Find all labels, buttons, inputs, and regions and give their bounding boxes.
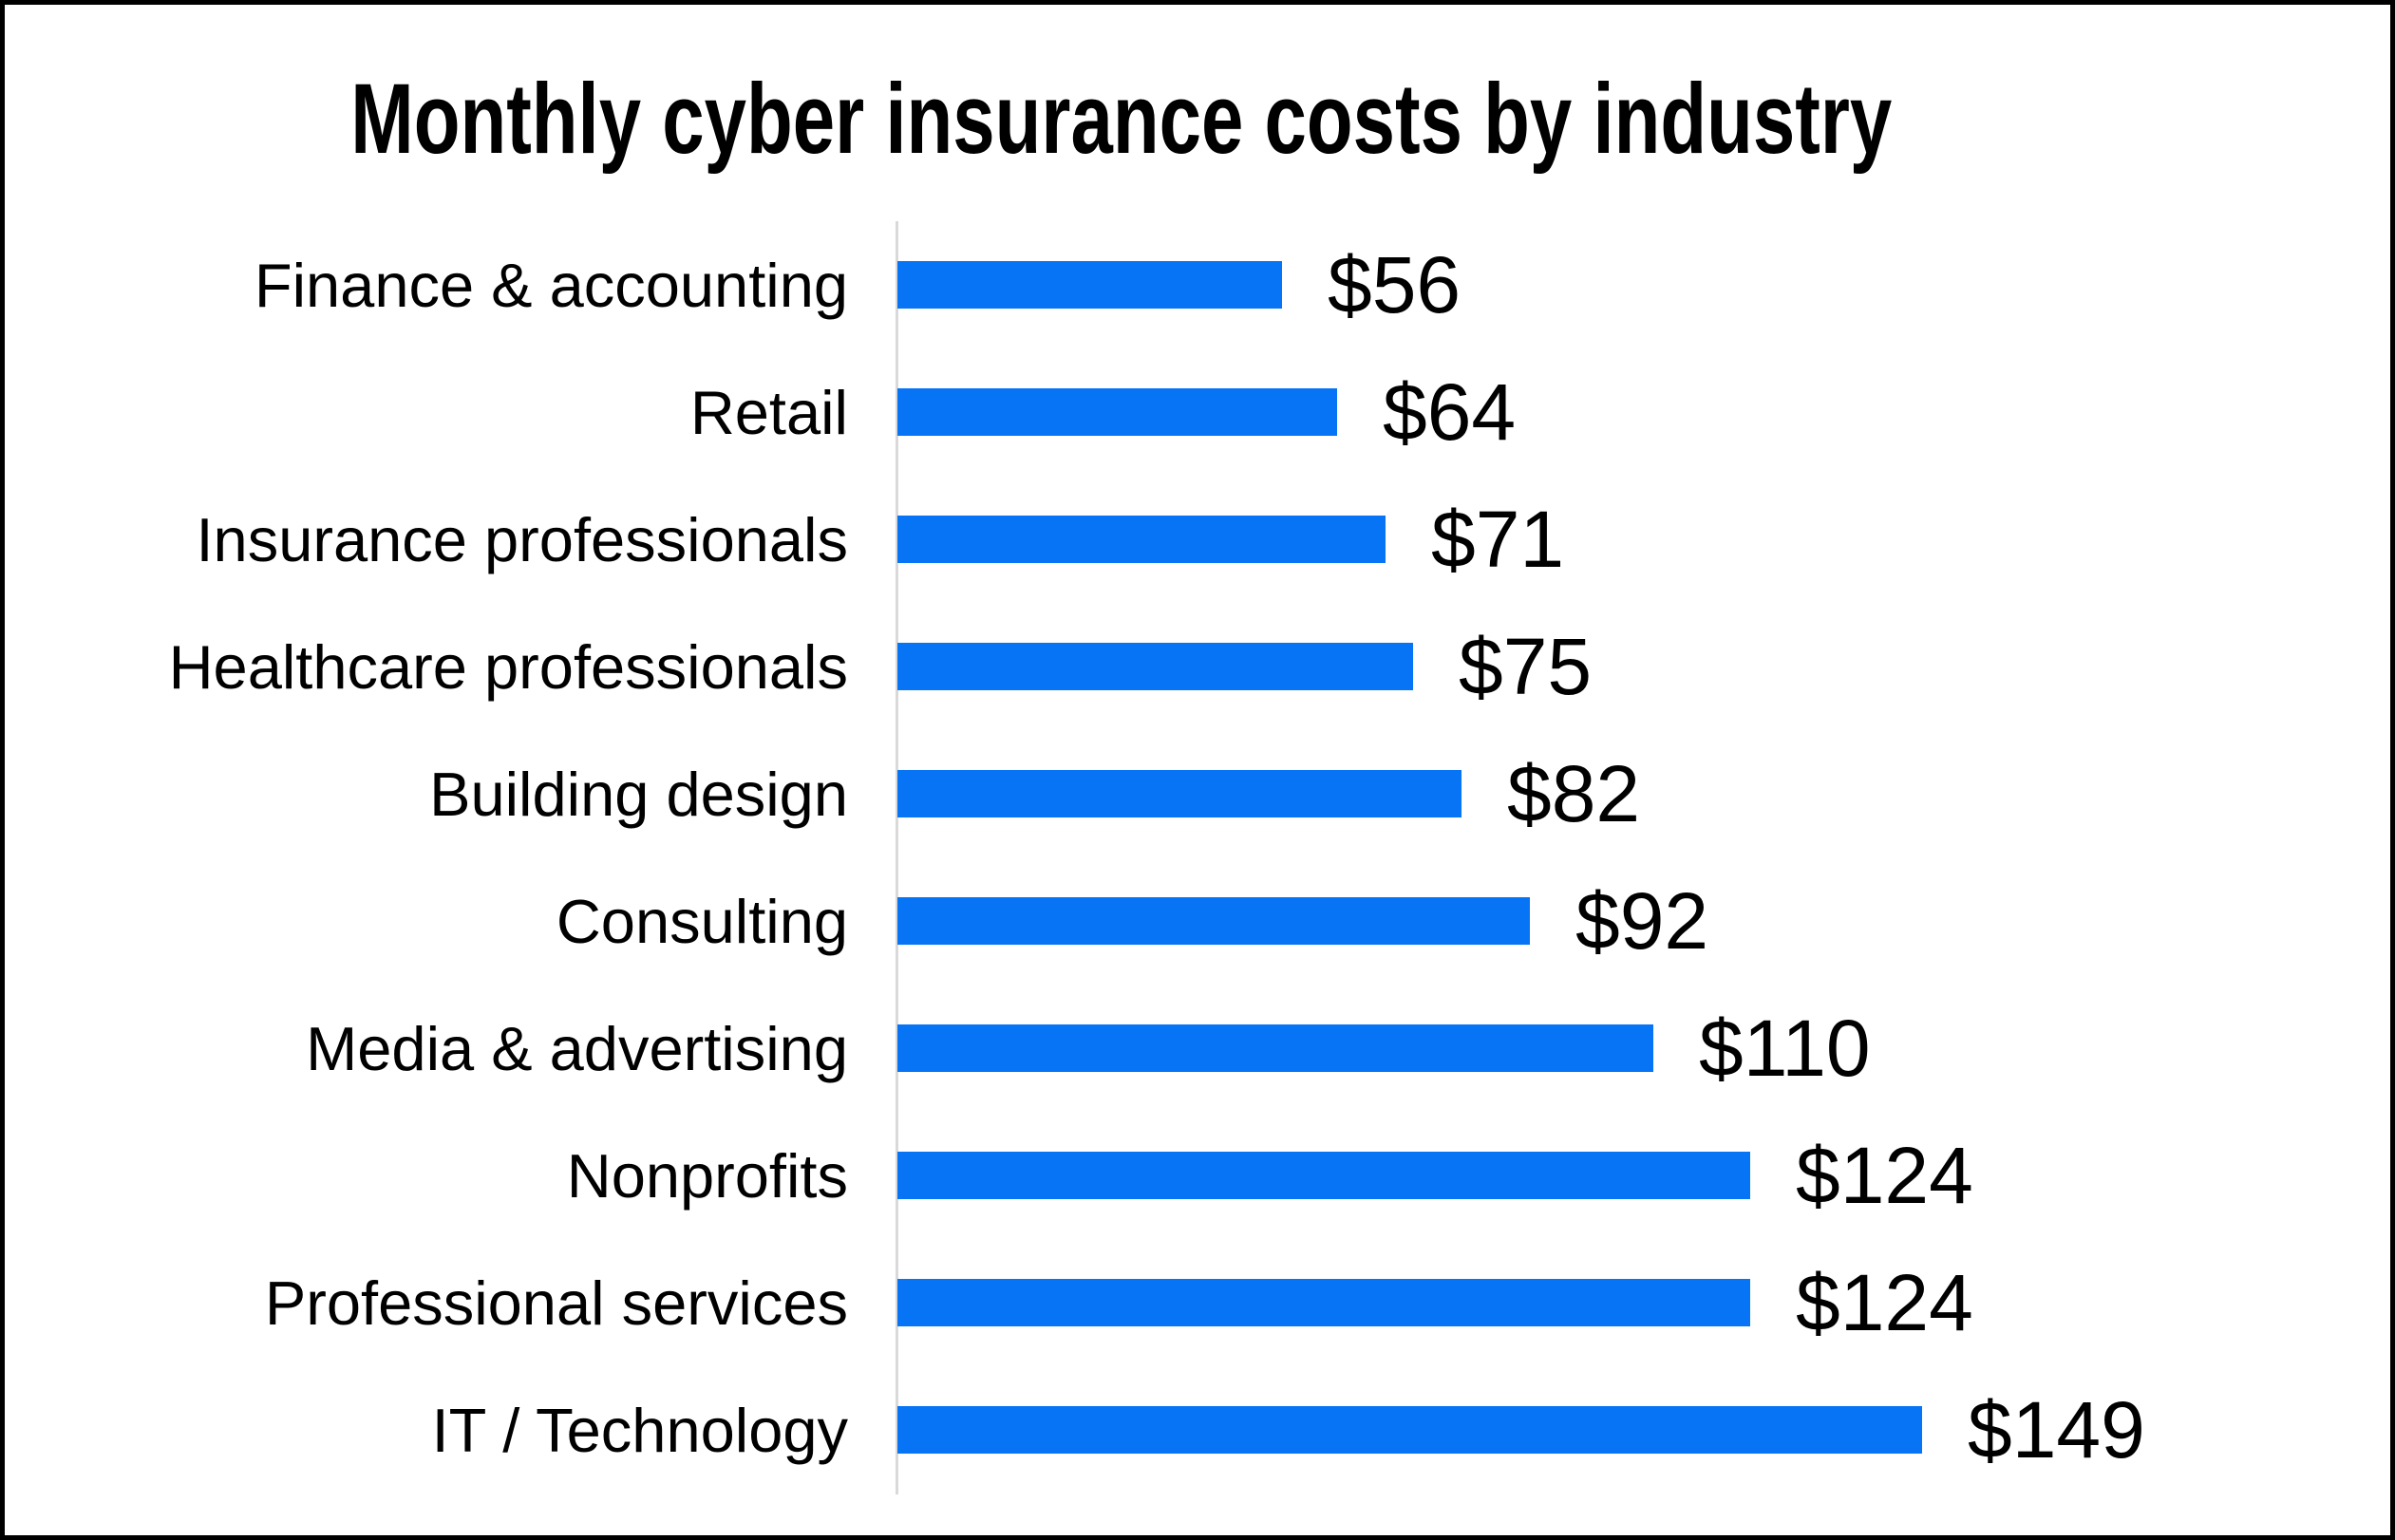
bar-row: Building design $82 bbox=[5, 730, 2390, 857]
category-label: Media & advertising bbox=[306, 1013, 848, 1083]
value-label: $75 bbox=[1459, 621, 1593, 711]
bar bbox=[897, 388, 1337, 436]
value-label: $56 bbox=[1328, 239, 1462, 329]
bar-row: Healthcare professionals $75 bbox=[5, 603, 2390, 730]
bar-area: $71 bbox=[897, 476, 2390, 603]
bar-area: $124 bbox=[897, 1112, 2390, 1239]
category-label: Building design bbox=[429, 759, 848, 829]
chart-title: Monthly cyber insurance costs by industr… bbox=[5, 69, 2390, 169]
bar bbox=[897, 1024, 1653, 1072]
bar-area: $75 bbox=[897, 603, 2390, 730]
category-label: Healthcare professionals bbox=[168, 631, 848, 702]
bar-row: Consulting $92 bbox=[5, 857, 2390, 985]
bar bbox=[897, 643, 1413, 690]
bar bbox=[897, 516, 1386, 563]
bar-area: $82 bbox=[897, 730, 2390, 857]
value-label: $82 bbox=[1507, 748, 1641, 838]
bar-row: Professional services $124 bbox=[5, 1239, 2390, 1366]
bar-row: Media & advertising $110 bbox=[5, 985, 2390, 1112]
bar-rows: Finance & accounting $56 Retail $64 Insu… bbox=[5, 221, 2390, 1493]
category-label: Retail bbox=[689, 377, 848, 447]
bar bbox=[897, 1406, 1922, 1454]
bar-area: $92 bbox=[897, 857, 2390, 985]
bar-area: $124 bbox=[897, 1239, 2390, 1366]
category-label: Insurance professionals bbox=[196, 504, 849, 574]
bar bbox=[897, 897, 1530, 945]
bar bbox=[897, 261, 1282, 309]
category-label: IT / Technology bbox=[431, 1395, 848, 1465]
category-label: Consulting bbox=[556, 886, 848, 956]
bar bbox=[897, 1152, 1750, 1199]
bar-row: Finance & accounting $56 bbox=[5, 221, 2390, 348]
bar-area: $56 bbox=[897, 221, 2390, 348]
value-label: $149 bbox=[1968, 1384, 2145, 1474]
value-label: $124 bbox=[1796, 1257, 1973, 1347]
bar bbox=[897, 770, 1462, 817]
category-label: Professional services bbox=[264, 1268, 848, 1338]
value-label: $92 bbox=[1575, 875, 1709, 966]
bar-row: Insurance professionals $71 bbox=[5, 476, 2390, 603]
bar-row: IT / Technology $149 bbox=[5, 1366, 2390, 1493]
y-axis-line bbox=[896, 221, 898, 1494]
value-label: $124 bbox=[1796, 1130, 1973, 1220]
bar-row: Nonprofits $124 bbox=[5, 1112, 2390, 1239]
bar-area: $64 bbox=[897, 348, 2390, 476]
value-label: $64 bbox=[1383, 366, 1517, 457]
bar bbox=[897, 1279, 1750, 1326]
value-label: $110 bbox=[1699, 1003, 1871, 1093]
bar-area: $149 bbox=[897, 1366, 2390, 1493]
category-label: Nonprofits bbox=[566, 1140, 848, 1211]
bar-area: $110 bbox=[897, 985, 2390, 1112]
chart-title-text: Monthly cyber insurance costs by industr… bbox=[350, 64, 1893, 175]
category-label: Finance & accounting bbox=[254, 250, 848, 320]
bar-row: Retail $64 bbox=[5, 348, 2390, 476]
value-label: $71 bbox=[1431, 494, 1565, 584]
